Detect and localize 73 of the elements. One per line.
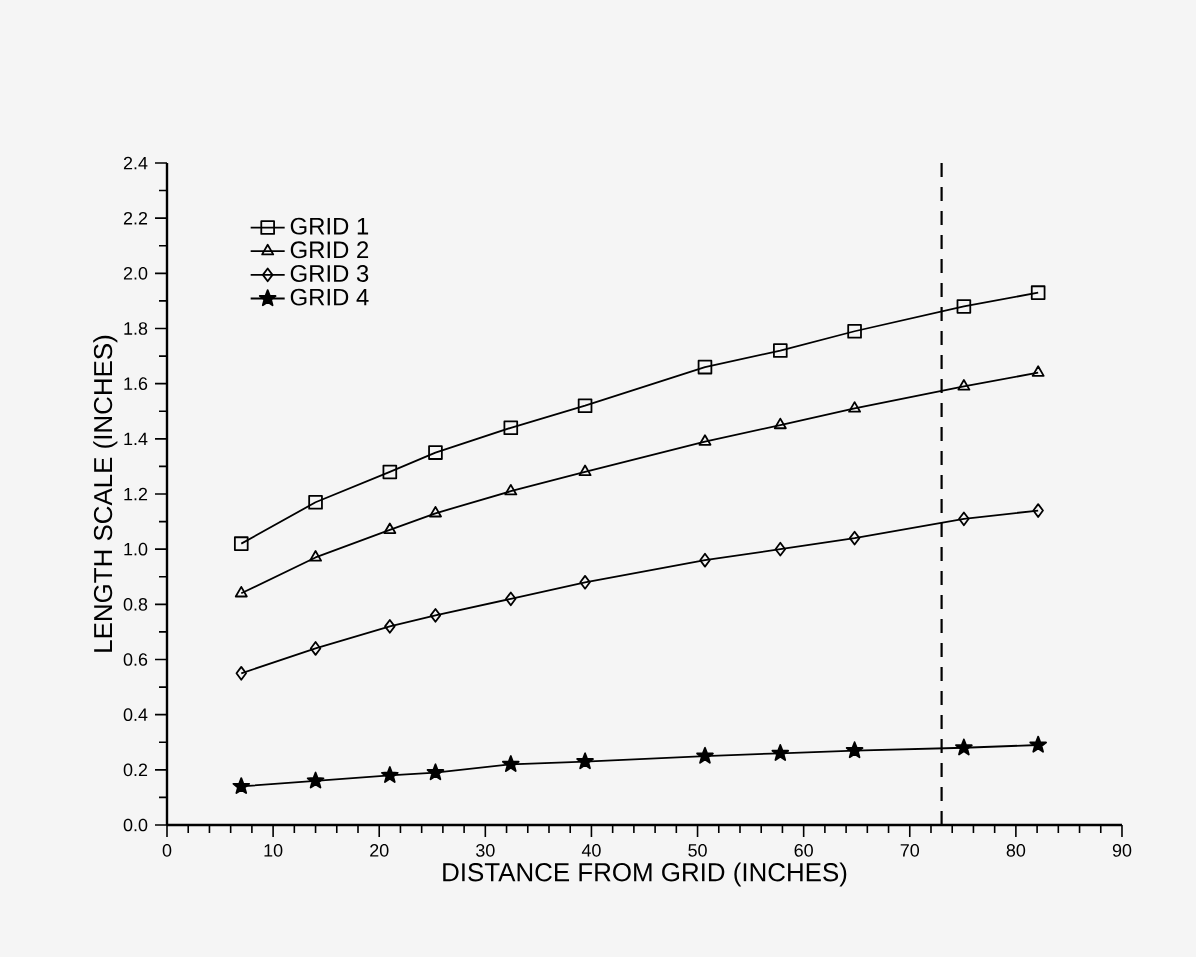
x-tick-label: 40: [581, 844, 601, 857]
point: [773, 343, 788, 358]
point: [577, 398, 593, 414]
x-axis-title: DISTANCE FROM GRID (INCHES): [443, 862, 847, 887]
point: [504, 483, 518, 496]
legend-label: GRID 4: [290, 288, 369, 306]
point: [309, 641, 322, 656]
point: [426, 763, 445, 781]
point: [1029, 735, 1047, 753]
y-tick-label: 0.4: [123, 708, 148, 722]
legend-label: GRID 3: [290, 265, 369, 282]
point: [958, 511, 970, 527]
point: [576, 752, 594, 770]
y-tick-label: 1.2: [124, 487, 148, 501]
point: [384, 619, 396, 634]
point: [957, 379, 971, 391]
x-tick-label: 60: [794, 844, 813, 857]
y-tick-label: 2.0: [123, 266, 148, 280]
point: [429, 506, 442, 518]
point: [697, 359, 713, 375]
point: [696, 746, 714, 764]
point: [382, 464, 398, 480]
point: [956, 299, 972, 314]
point: [505, 591, 517, 607]
point: [235, 665, 247, 681]
point: [503, 420, 519, 436]
point: [429, 608, 442, 623]
x-tick-label: 70: [900, 844, 920, 857]
legend-label: GRID 1: [290, 217, 369, 235]
point: [383, 522, 397, 534]
y-tick-label: 1.4: [124, 432, 148, 445]
point: [308, 494, 323, 510]
x-tick-label: 20: [370, 844, 389, 857]
point: [579, 574, 591, 590]
point: [1031, 365, 1045, 377]
y-tick-label: 2.4: [123, 156, 148, 170]
legend-label: GRID 2: [290, 241, 369, 259]
x-tick-label: 90: [1112, 844, 1132, 857]
y-tick-label: 1.0: [124, 542, 148, 556]
y-tick-label: 0.8: [123, 597, 148, 611]
point: [699, 552, 711, 568]
point: [309, 550, 322, 562]
y-axis-title: LENGTH SCALE (INCHES): [93, 335, 118, 652]
point: [578, 464, 592, 477]
y-tick-label: 1.6: [124, 377, 148, 391]
point: [234, 586, 248, 598]
y-tick-label: 2.2: [123, 211, 148, 225]
point: [306, 771, 325, 789]
x-tick-label: 80: [1006, 844, 1026, 857]
point: [771, 744, 790, 761]
point: [955, 738, 973, 756]
y-tick-label: 1.8: [124, 322, 148, 335]
point: [845, 741, 864, 759]
y-tick-label: 0.0: [123, 818, 148, 832]
point: [774, 541, 787, 557]
x-tick-label: 30: [476, 844, 495, 857]
point: [698, 434, 712, 446]
x-tick-label: 10: [264, 844, 283, 857]
point: [428, 445, 443, 460]
point: [1030, 285, 1046, 300]
point: [232, 777, 251, 795]
x-tick-label: 0: [162, 844, 172, 857]
x-tick-label: 50: [688, 844, 707, 857]
y-tick-label: 0.2: [123, 763, 148, 777]
y-tick-label: 0.6: [123, 653, 148, 666]
point: [848, 530, 861, 546]
point: [233, 536, 249, 551]
point: [773, 417, 787, 430]
point: [848, 401, 862, 413]
point: [381, 766, 399, 783]
point: [1032, 503, 1044, 518]
point: [501, 755, 520, 772]
point: [847, 323, 862, 339]
